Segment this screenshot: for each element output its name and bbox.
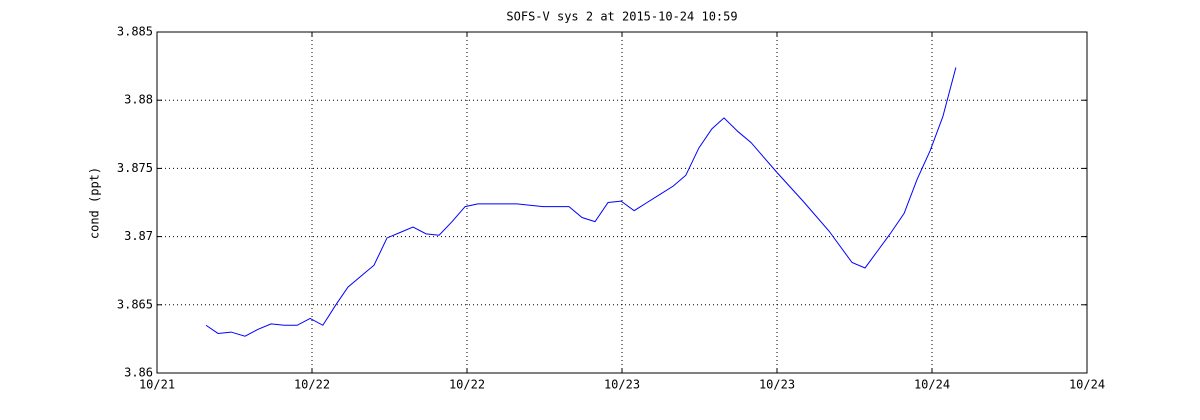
y-tick-label: 3.875	[117, 161, 153, 175]
x-tick-label: 10/24	[914, 378, 950, 392]
x-tick-label: 10/23	[604, 378, 640, 392]
x-tick-label: 10/23	[759, 378, 795, 392]
x-tick-label: 10/24	[1069, 378, 1105, 392]
x-tick-label: 10/22	[294, 378, 330, 392]
y-tick-label: 3.87	[124, 229, 153, 243]
chart-title: SOFS-V sys 2 at 2015-10-24 10:59	[506, 10, 737, 24]
y-tick-label: 3.885	[117, 25, 153, 39]
data-line	[205, 67, 957, 337]
y-tick-label: 3.88	[124, 93, 153, 107]
x-tick-label: 10/22	[449, 378, 485, 392]
y-tick-label: 3.86	[124, 366, 153, 380]
plot-frame	[156, 31, 1088, 374]
y-axis-label: cond (ppt)	[88, 167, 102, 239]
y-tick-label: 3.865	[117, 297, 153, 311]
x-tick-label: 10/21	[139, 378, 175, 392]
